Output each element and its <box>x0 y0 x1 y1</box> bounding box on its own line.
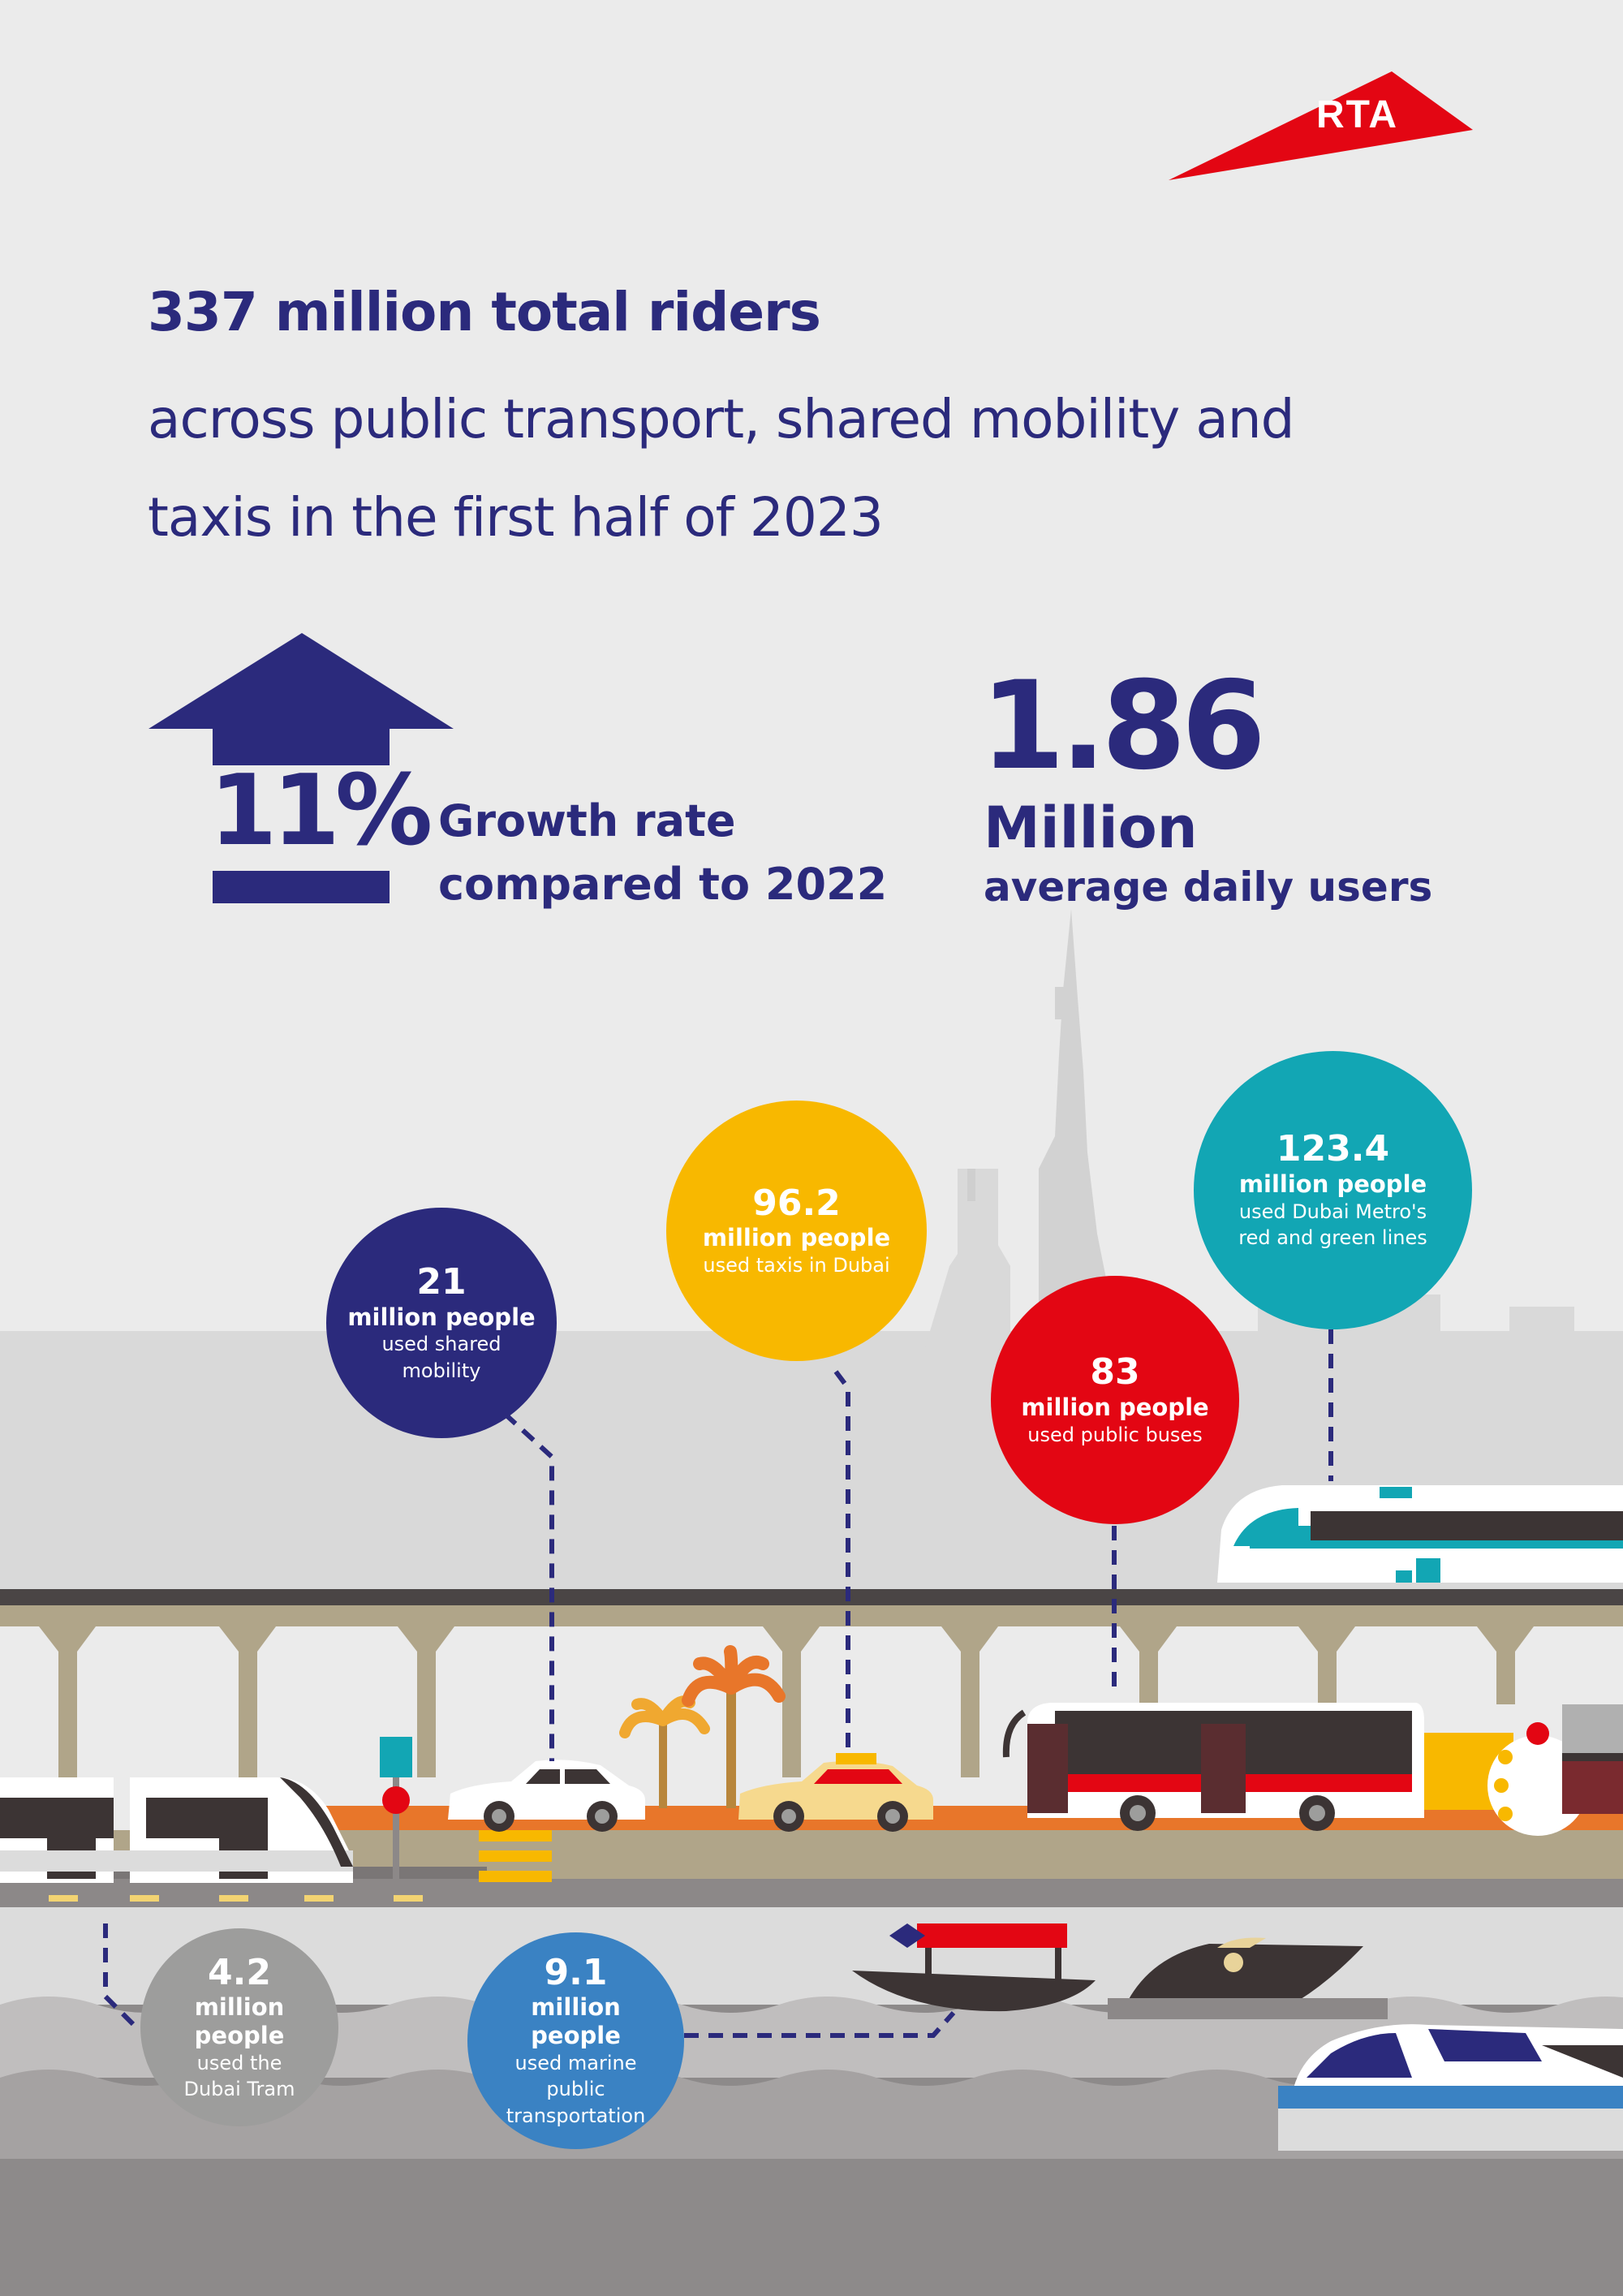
marine-stat-bubble: 9.1 million people used marine public tr… <box>467 1932 684 2149</box>
public-bus <box>1002 1703 1424 1831</box>
metro-stat-desc-line1: used Dubai Metro's <box>1238 1200 1427 1223</box>
palm-trees <box>619 1645 786 1808</box>
shared-mobility-stat-unit: million people <box>347 1303 536 1331</box>
shared-mobility-stat-bubble: 21 million people used shared mobility <box>326 1208 557 1438</box>
growth-rate-label-line1: Growth rate <box>438 795 736 846</box>
marine-stat-desc-line2: transportation <box>506 2104 646 2127</box>
water-bus <box>1278 2024 1623 2151</box>
shared-mobility-car <box>448 1760 645 1832</box>
marine-stat-unit: million people <box>531 1993 621 2050</box>
growth-rate-label-line2: compared to 2022 <box>438 859 888 910</box>
metro-viaduct <box>0 1589 1623 1777</box>
tram-stat-desc-line2: Dubai Tram <box>183 2078 295 2101</box>
speed-boat <box>1108 1937 1388 2019</box>
tram-stat-bubble: 4.2 million people used the Dubai Tram <box>140 1928 338 2126</box>
tram-stat-value: 4.2 <box>208 1951 271 1993</box>
page-title: 337 million total riders <box>148 281 821 343</box>
rta-logo <box>1169 71 1473 180</box>
up-arrow-icon <box>149 633 454 903</box>
metro-stat-unit: million people <box>1238 1170 1427 1198</box>
tram-stat-unit: million people <box>194 1993 285 2049</box>
metro-train <box>1217 1485 1623 1583</box>
bus-stat-desc-line1: used public buses <box>1027 1423 1203 1446</box>
marine-stat-desc-line1: used marine public <box>514 2052 637 2101</box>
daily-users-unit: Million <box>984 795 1198 861</box>
metro-stat-value: 123.4 <box>1276 1128 1390 1170</box>
taxi-stat-unit: million people <box>702 1224 891 1252</box>
page-subtitle-line2: taxis in the first half of 2023 <box>148 486 884 549</box>
metro-stat-desc-line2: red and green lines <box>1238 1226 1427 1250</box>
page-subtitle-line1: across public transport, shared mobility… <box>148 388 1295 450</box>
taxi-stat-value: 96.2 <box>752 1182 841 1224</box>
daily-users-label: average daily users <box>984 864 1433 911</box>
bus-stat-value: 83 <box>1090 1351 1140 1394</box>
growth-rate-value: 11% <box>209 755 433 868</box>
bus-stat-unit: million people <box>1021 1393 1209 1421</box>
metro-stat-bubble: 123.4 million people used Dubai Metro's … <box>1194 1051 1472 1329</box>
taxi-stat-desc-line1: used taxis in Dubai <box>703 1254 890 1277</box>
shared-mobility-stat-desc-line1: used shared <box>381 1333 502 1356</box>
shared-mobility-stat-value: 21 <box>416 1260 467 1303</box>
tram <box>0 1777 353 1883</box>
taxi-car <box>738 1753 933 1832</box>
tram-stat-desc-line1: used the <box>196 2051 282 2074</box>
abra-boat <box>852 1923 1096 2012</box>
bus-stat-bubble: 83 million people used public buses <box>991 1276 1239 1524</box>
daily-users-value: 1.86 <box>980 656 1266 797</box>
shared-mobility-stat-desc-line2: mobility <box>402 1359 481 1382</box>
taxi-stat-bubble: 96.2 million people used taxis in Dubai <box>666 1101 927 1361</box>
rta-logo-text: RTA <box>1316 93 1399 136</box>
marine-stat-value: 9.1 <box>544 1951 608 1993</box>
